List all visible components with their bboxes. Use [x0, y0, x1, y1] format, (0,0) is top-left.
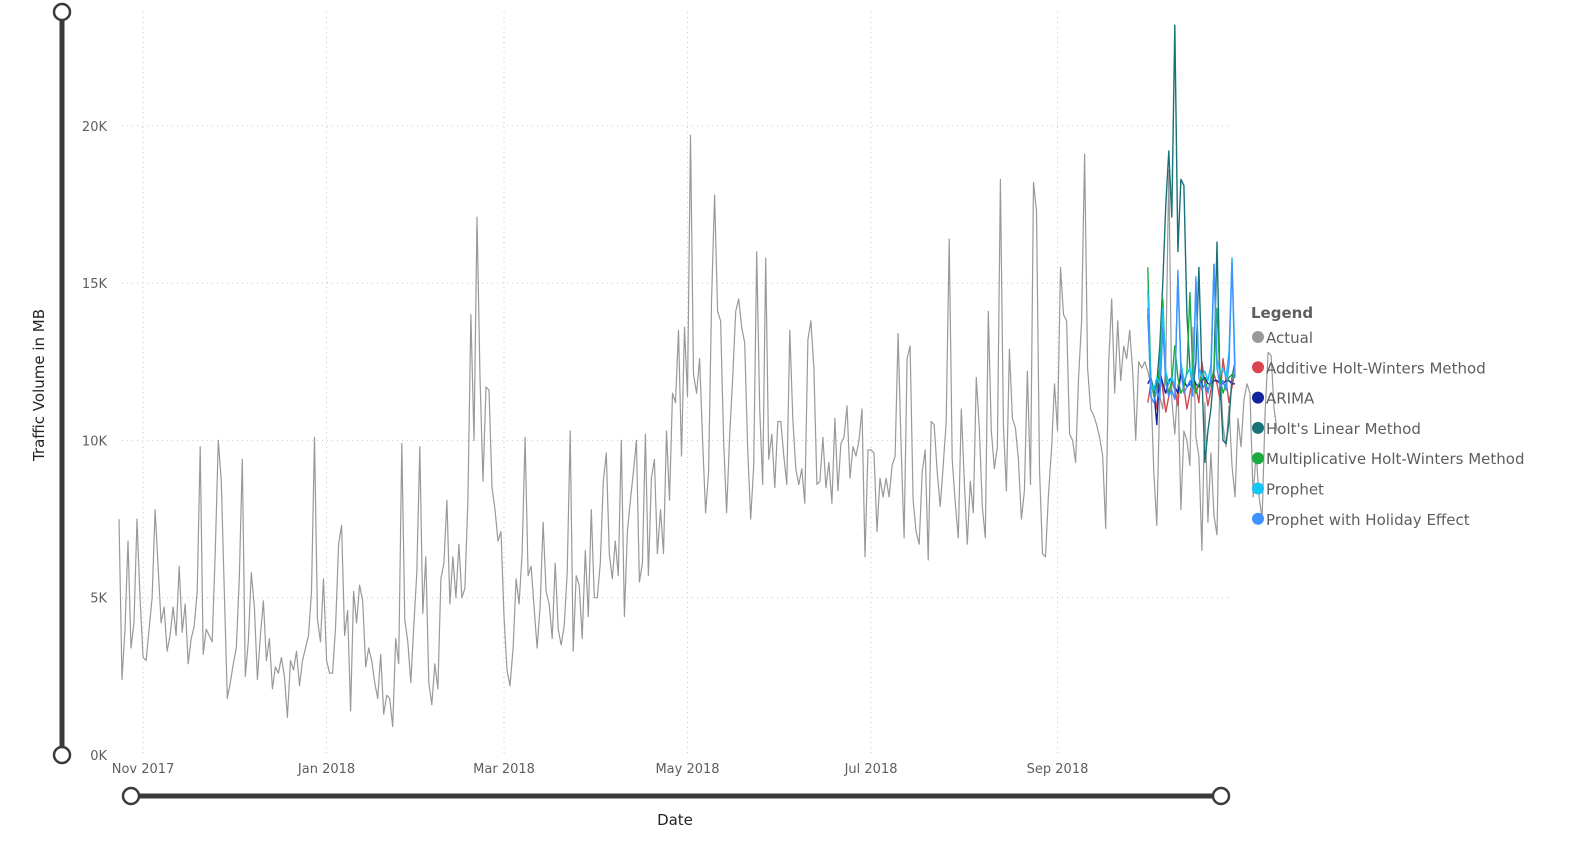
legend-marker: [1252, 482, 1264, 495]
legend-item[interactable]: Multiplicative Holt-Winters Method: [1252, 450, 1525, 468]
legend-marker: [1252, 361, 1264, 374]
legend-marker: [1252, 391, 1264, 404]
legend-item[interactable]: ARIMA: [1252, 390, 1315, 408]
y-tick-label: 15K: [82, 277, 108, 292]
legend-marker: [1252, 331, 1264, 343]
series-lines: [118, 24, 1278, 728]
x-tick-label: May 2018: [655, 762, 719, 777]
series-line-actual: [118, 134, 1278, 728]
legend-label: ARIMA: [1266, 390, 1315, 408]
y-zoom-handle-bottom[interactable]: [52, 745, 72, 765]
legend-marker: [1252, 512, 1264, 525]
x-tick-label: Nov 2017: [112, 762, 175, 777]
legend-label: Multiplicative Holt-Winters Method: [1266, 450, 1525, 468]
legend-marker: [1252, 452, 1264, 465]
x-zoom-slider[interactable]: [121, 786, 1231, 806]
legend-item[interactable]: Prophet: [1252, 481, 1324, 499]
grid: [122, 12, 1232, 755]
legend-label: Additive Holt-Winters Method: [1266, 359, 1486, 377]
x-zoom-handle-right[interactable]: [1211, 786, 1231, 806]
legend-title: Legend: [1251, 304, 1313, 322]
y-tick-label: 10K: [82, 434, 108, 449]
x-tick-label: Mar 2018: [473, 762, 535, 777]
y-tick-label: 5K: [90, 592, 107, 607]
y-axis-title: Traffic Volume in MB: [30, 309, 48, 462]
y-tick-label: 0K: [90, 749, 107, 764]
x-axis-ticks: Nov 2017 Jan 2018 Mar 2018 May 2018 Jul 2018…: [112, 762, 1089, 777]
y-zoom-slider[interactable]: [52, 2, 72, 765]
legend-label: Prophet with Holiday Effect: [1266, 511, 1470, 529]
series-line-prophet-with-holiday-effect: [1147, 260, 1236, 404]
x-zoom-handle-left[interactable]: [121, 786, 141, 806]
legend-item[interactable]: Additive Holt-Winters Method: [1252, 359, 1486, 377]
legend-label: Actual: [1266, 329, 1313, 347]
legend-item[interactable]: Prophet with Holiday Effect: [1252, 511, 1470, 529]
legend-item[interactable]: Holt's Linear Method: [1252, 420, 1421, 438]
x-tick-label: Jan 2018: [297, 762, 355, 777]
x-tick-label: Sep 2018: [1027, 762, 1089, 777]
legend-item[interactable]: Actual: [1252, 329, 1313, 347]
y-tick-label: 20K: [82, 120, 108, 135]
x-axis-title: Date: [657, 811, 693, 829]
legend-label: Holt's Linear Method: [1266, 420, 1421, 438]
y-zoom-handle-top[interactable]: [52, 2, 72, 22]
legend: Legend Actual Additive Holt-Winters Metho…: [1251, 304, 1525, 529]
legend-marker: [1252, 421, 1264, 434]
y-axis-ticks: 0K 5K 10K 15K 20K: [82, 120, 108, 764]
legend-label: Prophet: [1266, 481, 1324, 499]
series-line-prophet: [1147, 257, 1236, 391]
x-tick-label: Jul 2018: [844, 762, 898, 777]
